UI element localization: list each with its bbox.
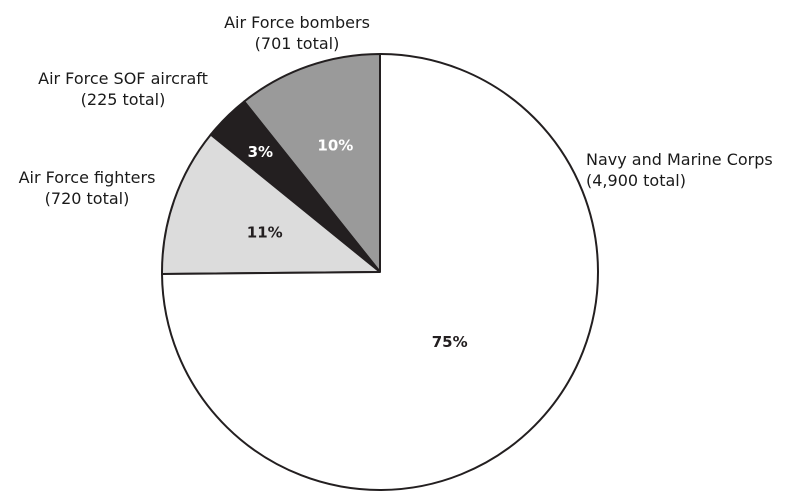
- slice-total-label-3: (4,900 total): [586, 171, 686, 190]
- slice-percent-label-0: 10%: [317, 136, 353, 154]
- pie-slice-0: [243, 53, 381, 273]
- slice-percent-label-1: 3%: [248, 143, 273, 161]
- slice-name-label-2: Air Force fighters: [19, 168, 156, 187]
- pie-slice-3: [161, 53, 599, 491]
- slice-total-label-0: (701 total): [255, 34, 340, 53]
- pie-outside-labels: Air Force bombers (701 total) Air Force SO…: [19, 13, 773, 208]
- pie-percent-labels: 10% 3% 11% 75%: [247, 136, 468, 351]
- pie-slice-2: [161, 133, 381, 275]
- slice-total-label-1: (225 total): [81, 90, 166, 109]
- slice-percent-label-2: 11%: [247, 224, 283, 242]
- slice-total-label-2: (720 total): [45, 189, 130, 208]
- slice-name-label-0: Air Force bombers: [224, 13, 370, 32]
- slice-name-label-3: Navy and Marine Corps: [586, 150, 773, 169]
- slice-name-label-1: Air Force SOF aircraft: [38, 69, 208, 88]
- slice-percent-label-3: 75%: [432, 333, 468, 351]
- pie-slices: [161, 53, 599, 491]
